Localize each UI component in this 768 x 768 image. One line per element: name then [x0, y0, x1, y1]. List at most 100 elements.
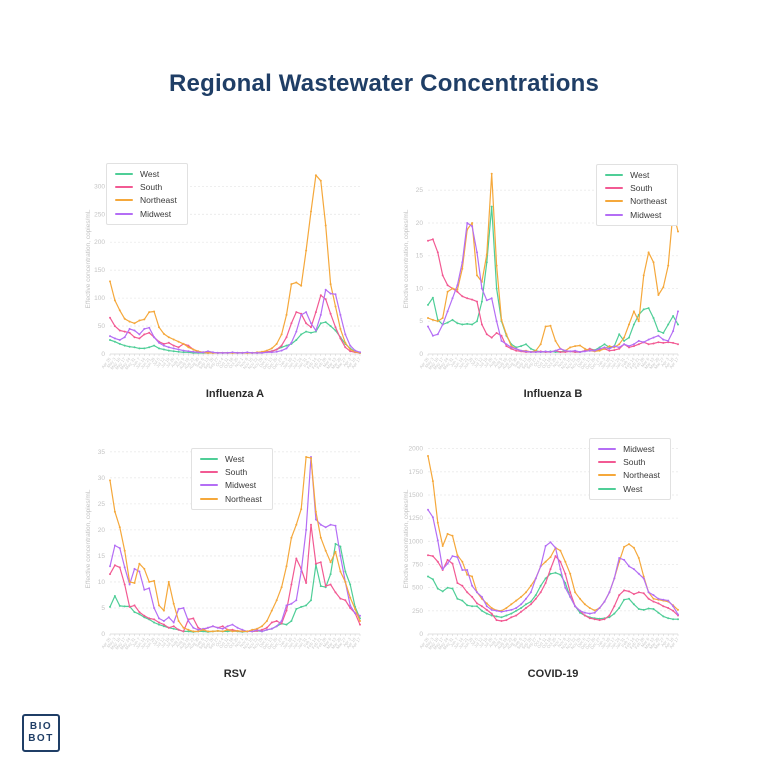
- x-tick-label: Aug 2: [170, 636, 181, 648]
- x-tick-label: Apr 26: [418, 636, 430, 649]
- x-tick-label: Oct 25: [546, 636, 558, 649]
- chart-influenza-a: 0 50 100 150 200 250 300 Effective concentratio…: [82, 150, 392, 420]
- y-tick-label: 5: [101, 605, 105, 612]
- x-tick-label: Jul 5: [469, 636, 479, 647]
- legend-label-west: West: [623, 483, 643, 494]
- y-axis-title: Effective concentration, copies/mL: [85, 209, 92, 308]
- series-northeast-line: [427, 172, 679, 353]
- x-tick-label: Jul 19: [160, 636, 171, 648]
- y-tick-label: 35: [98, 449, 106, 456]
- legend-swatch-south: [115, 186, 133, 189]
- y-tick-label: 500: [412, 585, 423, 592]
- chart-title-covid-19: COVID-19: [527, 668, 579, 680]
- x-tick-label: Oct 4: [214, 636, 225, 647]
- rsv-legend: West South Midwest Northeast: [191, 448, 273, 510]
- legend-label-west: West: [630, 170, 650, 180]
- x-tick-label: Oct 4: [214, 356, 225, 367]
- x-tick-label: Dec 6: [576, 356, 587, 368]
- legend-swatch-northeast: [598, 474, 617, 477]
- series-south-line: [427, 554, 679, 622]
- x-tick-label: Jul 12: [473, 356, 484, 368]
- legend-swatch-northeast: [605, 200, 624, 203]
- x-tick-label: Jul 26: [483, 356, 494, 368]
- y-tick-label: 1750: [409, 469, 424, 476]
- chart-influenza-b: 0 5 10 15 20 25 Effective concentration, copie…: [400, 150, 710, 420]
- x-tick-label: May 3: [106, 356, 117, 369]
- legend-label-south: South: [630, 183, 653, 194]
- legend-item-south: South: [200, 467, 262, 477]
- x-tick-label: Feb 7: [620, 356, 631, 368]
- legend-label-midwest: Midwest: [140, 208, 172, 219]
- biobot-logo-line1: BIO: [29, 721, 53, 732]
- influenza-a-plot: 0 50 100 150 200 250 300 Effective concentratio…: [85, 174, 362, 370]
- y-tick-label: 100: [94, 295, 105, 302]
- legend-item-west: West: [598, 484, 660, 494]
- legend-swatch-midwest: [598, 448, 617, 451]
- series-midwest-line: [109, 288, 361, 354]
- x-tick-label: Jul 26: [165, 356, 176, 368]
- legend-item-northeast: Northeast: [605, 196, 667, 206]
- y-tick-label: 1500: [409, 492, 424, 499]
- x-tick-label: Oct 11: [536, 356, 548, 369]
- legend-swatch-west: [605, 174, 624, 177]
- series-south-line: [109, 523, 361, 633]
- y-tick-label: 10: [416, 285, 424, 292]
- legend-swatch-south: [200, 471, 218, 474]
- legend-label-northeast: Northeast: [225, 493, 262, 504]
- x-tick-label: Feb 7: [302, 636, 313, 648]
- x-tick-label: Oct 25: [546, 356, 558, 369]
- x-tick-label: Oct 11: [218, 356, 230, 369]
- x-tick-label: Oct 11: [218, 636, 230, 649]
- x-tick-label: Apr 3: [660, 356, 671, 367]
- x-tick-label: Jul 12: [155, 356, 166, 368]
- y-grid: 0 50 100 150 200 250 300: [94, 183, 360, 358]
- legend-item-west: West: [115, 169, 177, 179]
- x-tick-label: Jun 7: [131, 636, 142, 648]
- x-tick-label: Apr 26: [418, 356, 430, 369]
- x-tick-label: Oct 18: [223, 356, 235, 369]
- x-tick-label: Nov 1: [233, 356, 244, 368]
- x-tick-label: Jul 19: [478, 356, 489, 368]
- y-tick-label: 20: [98, 527, 106, 534]
- legend-label-midwest: Midwest: [225, 480, 257, 491]
- legend-label-northeast: Northeast: [623, 470, 660, 481]
- legend-swatch-west: [598, 487, 617, 490]
- y-tick-label: 200: [94, 239, 105, 246]
- x-tick-label: Apr 17: [350, 356, 362, 369]
- biobot-logo: BIO BOT: [22, 714, 60, 752]
- rsv-plot: 0 5 10 15 20 25 30 35 Effective concentration, c…: [85, 449, 362, 651]
- legend-label-northeast: Northeast: [630, 196, 667, 207]
- x-tick-label: Jan 3: [596, 356, 607, 368]
- covid-19-plot: 0 250 500 750 1000 1250 1500 1750 2000 Effective …: [403, 446, 680, 651]
- y-tick-label: 750: [412, 561, 423, 568]
- legend-item-northeast: Northeast: [598, 470, 660, 480]
- x-tick-label: Oct 25: [228, 356, 240, 369]
- x-tick-label: Mar 6: [640, 356, 651, 368]
- x-tick-label: Apr 26: [100, 356, 112, 369]
- x-tick-label: Oct 18: [541, 356, 553, 369]
- x-tick-label: Jan 3: [596, 636, 607, 648]
- series-west-line: [427, 571, 679, 621]
- y-tick-label: 50: [98, 323, 106, 330]
- x-tick-label: Sep 6: [512, 636, 523, 648]
- x-tick-label: Nov 1: [551, 356, 562, 368]
- x-tick-label: Jul 19: [160, 356, 171, 368]
- legend-item-midwest: Midwest: [598, 444, 660, 454]
- page-title: Regional Wastewater Concentrations: [169, 70, 599, 97]
- x-tick-label: Jun 7: [131, 356, 142, 368]
- legend-item-midwest: Midwest: [115, 209, 177, 219]
- y-tick-label: 1000: [409, 538, 424, 545]
- y-tick-label: 0: [101, 631, 105, 638]
- x-tick-label: Feb 7: [620, 636, 631, 648]
- y-tick-label: 25: [416, 187, 424, 194]
- x-tick-label: Aug 2: [488, 356, 499, 368]
- series-west-line: [109, 542, 361, 633]
- x-tick-label: Nov 1: [551, 636, 562, 648]
- legend-swatch-south: [598, 461, 617, 464]
- y-grid: 0 250 500 750 1000 1250 1500 1750 2000: [409, 446, 678, 638]
- chart-title-influenza-a: Influenza A: [205, 388, 265, 400]
- legend-item-midwest: Midwest: [605, 210, 667, 220]
